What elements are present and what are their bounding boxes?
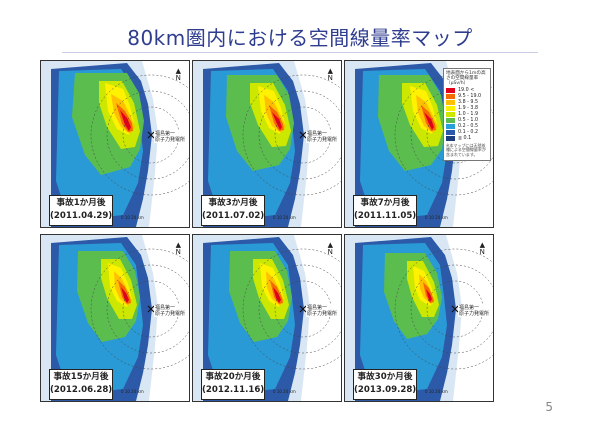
legend-item: 1.0 - 1.9 [446,112,488,118]
panel-caption: 事故1か月後 (2011.04.29) [49,195,113,226]
legend-item: 19.0 < [446,88,488,94]
panel-caption: 事故7か月後 (2011.11.05) [353,195,417,226]
plant-label: 福島第一原子力発電所 [154,305,187,317]
legend-item: 1.9 - 3.8 [446,106,488,112]
scale-bar: 0 10 20 km [425,215,448,220]
scale-bar: 0 10 20 km [425,389,448,394]
map-panel-2: 福島第一 原子力発電所 ▲ N 0 10 20 km 事故3か月後 (2011.07.… [192,60,342,228]
north-arrow-icon: ▲N [327,241,333,256]
plant-label: 福島第一原子力発電所 [458,305,491,317]
legend-item: 0.5 - 1.0 [446,118,488,124]
legend-item: ≦ 0.1 [446,136,488,142]
title-rule [62,52,538,53]
map-panel-6: 福島第一 原子力発電所 ▲ N 0 10 20 km 事故30か月後 (2013.09… [344,234,494,402]
radiation-map [345,235,493,401]
panel-caption: 事故3か月後 (2011.07.02) [201,195,265,226]
scale-bar: 0 10 20 km [121,389,144,394]
legend-note: ※本マップには天然核種による空間線量率が含まれています。 [446,142,486,158]
scale-bar: 0 10 20 km [273,215,296,220]
north-arrow-icon: ▲N [175,67,181,82]
radiation-legend: 地表面から1mの高さの空間線量率（μSv/h） 19.0 < 9.5 - 19.… [443,68,491,161]
slide-title: 80km圏内における空間線量率マップ [127,26,473,50]
north-arrow-icon: ▲N [327,67,333,82]
plant-label: 福島第一原子力発電所 [306,305,339,317]
plant-label: 福島第一原子力発電所 [154,131,187,143]
page-number: 5 [545,400,553,414]
radiation-map [41,235,189,401]
radiation-map [193,235,341,401]
legend-item: 3.8 - 9.5 [446,100,488,106]
scale-bar: 0 10 20 km [273,389,296,394]
legend-item: 9.5 - 19.0 [446,94,488,100]
panel-caption: 事故20か月後 (2012.11.16) [201,369,265,400]
panel-caption: 事故15か月後 (2012.06.28) [49,369,113,400]
radiation-map [193,61,341,227]
north-arrow-icon: ▲N [479,241,485,256]
legend-item: 0.1 - 0.2 [446,130,488,136]
map-panel-1: 福島第一 原子力発電所 ▲ N 0 10 20 km 事故1か月後 (2011.04.… [40,60,190,228]
radiation-map [41,61,189,227]
legend-item: 0.2 - 0.5 [446,124,488,130]
north-arrow-icon: ▲N [175,241,181,256]
scale-bar: 0 10 20 km [121,215,144,220]
map-panel-4: 福島第一 原子力発電所 ▲ N 0 10 20 km 事故15か月後 (2012.06… [40,234,190,402]
panel-caption: 事故30か月後 (2013.09.28) [353,369,417,400]
plant-label: 福島第一原子力発電所 [306,131,339,143]
map-panel-5: 福島第一 原子力発電所 ▲ N 0 10 20 km 事故20か月後 (2012.11… [192,234,342,402]
legend-title: 地表面から1mの高さの空間線量率（μSv/h） [446,71,486,87]
